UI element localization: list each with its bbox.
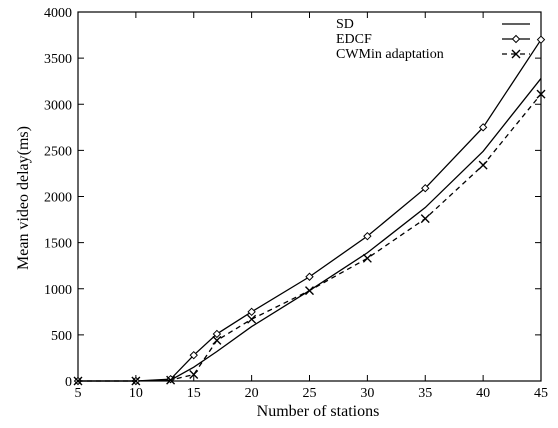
legend-label: SD [336, 17, 354, 32]
y-tick-label: 3000 [44, 98, 72, 113]
legend-marker [511, 49, 521, 59]
data-point [305, 286, 314, 296]
y-tick-label: 1000 [44, 283, 72, 298]
data-point [536, 35, 546, 44]
ticks-layer: 5 10 15 20 25 30 35 40 45 0 500 1000 1500 2000 2500 300… [44, 6, 548, 401]
y-tick-label: 2500 [44, 144, 72, 159]
data-point [536, 89, 546, 99]
x-tick-label: 15 [187, 386, 201, 401]
data-point [362, 253, 372, 263]
x-tick-label: 10 [129, 386, 143, 401]
y-tick-label: 2000 [44, 191, 72, 206]
x-tick-label: 5 [75, 386, 82, 401]
data-point [305, 272, 314, 281]
y-tick-label: 0 [65, 375, 72, 390]
legend-label: CWMin adaptation [336, 47, 444, 62]
data-point [212, 335, 222, 345]
plot-frame [77, 11, 542, 382]
series-line [78, 93, 542, 382]
series-line [78, 78, 542, 382]
y-axis-label: Mean video delay(ms) [15, 126, 32, 270]
y-tick-label: 3500 [44, 52, 72, 67]
y-tick-label: 1500 [44, 237, 72, 252]
data-point [166, 375, 176, 385]
x-axis-label: Number of stations [257, 403, 380, 420]
series-2 [73, 89, 546, 386]
data-point [247, 314, 257, 324]
x-tick-label: 20 [245, 386, 259, 401]
x-tick-label: 45 [534, 386, 548, 401]
data-point [420, 214, 430, 224]
x-tick-label: 40 [476, 386, 490, 401]
data-point [421, 183, 430, 193]
data-point [478, 123, 488, 132]
y-tick-label: 4000 [44, 6, 72, 21]
series-line [78, 39, 542, 382]
x-tick-label: 30 [360, 386, 374, 401]
data-point [247, 307, 256, 317]
legend-marker [511, 34, 521, 44]
data-point [212, 329, 222, 339]
data-point [131, 376, 141, 386]
x-tick-label: 25 [303, 386, 317, 401]
y-tick-label: 500 [51, 329, 72, 344]
series-1 [73, 35, 546, 386]
plot-layer [77, 11, 542, 382]
series-0 [78, 78, 542, 382]
x-tick-label: 35 [418, 386, 432, 401]
data-point [189, 350, 198, 360]
data-point [478, 160, 488, 170]
data-point [73, 376, 83, 386]
series-layer [73, 35, 546, 386]
legend-label: EDCF [336, 32, 372, 47]
data-point [189, 370, 199, 380]
data-point [363, 231, 372, 241]
